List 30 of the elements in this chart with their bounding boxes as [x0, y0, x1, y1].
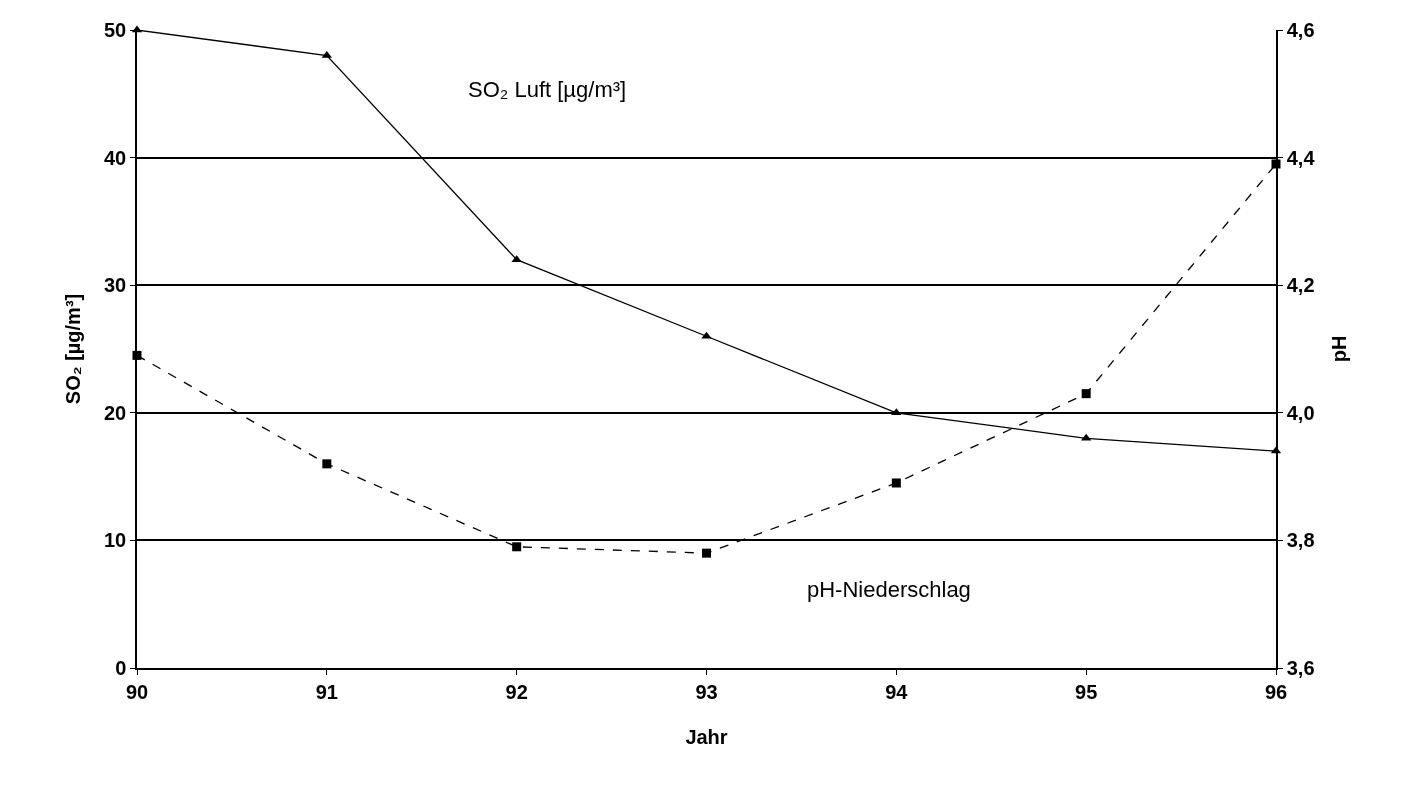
y2-axis-title: pH: [1328, 335, 1351, 363]
x-axis-title: Jahr: [685, 725, 728, 748]
point: [702, 548, 711, 558]
x-tick-label: 90: [125, 680, 149, 703]
y2-tick-label: 4,2: [1286, 274, 1315, 297]
y2-tick-label: 3,6: [1286, 657, 1315, 679]
point: [1081, 389, 1091, 399]
y-tick-label: 40: [104, 146, 127, 169]
y2-tick-label: 4,6: [1286, 19, 1315, 41]
annotation: SO₂ Luft [µg/m³]: [468, 77, 627, 102]
annotation: pH-Niederschlag: [807, 577, 971, 602]
y2-tick-label: 3,8: [1286, 529, 1315, 552]
y-tick-label: 50: [104, 19, 127, 41]
point: [512, 542, 522, 552]
y-axis-title: SO₂ [µg/m³]: [62, 293, 84, 405]
x-tick-label: 93: [695, 680, 718, 703]
x-tick-label: 94: [885, 680, 909, 703]
point: [891, 408, 902, 416]
x-tick-label: 91: [315, 680, 338, 703]
x-tick-label: 92: [505, 680, 528, 703]
point: [322, 459, 332, 469]
y-tick-label: 30: [104, 274, 127, 297]
y-tick-label: 10: [104, 529, 127, 552]
y-tick-label: 20: [104, 401, 127, 424]
x-tick-label: 95: [1075, 680, 1098, 703]
y2-tick-label: 4,4: [1286, 146, 1316, 169]
point: [891, 478, 901, 488]
y2-tick-label: 4,0: [1286, 401, 1315, 424]
y-tick-label: 0: [115, 657, 127, 679]
x-tick-label: 96: [1264, 680, 1288, 703]
